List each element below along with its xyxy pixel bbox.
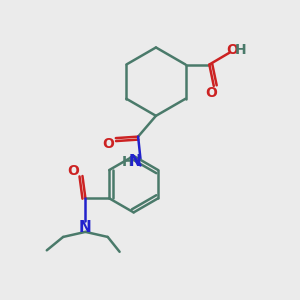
Text: H: H [235,43,247,57]
Text: N: N [129,154,142,169]
Text: O: O [206,86,217,100]
Text: O: O [226,43,238,57]
Text: H: H [122,155,134,169]
Text: O: O [68,164,80,178]
Text: N: N [79,220,92,235]
Text: O: O [103,137,114,151]
